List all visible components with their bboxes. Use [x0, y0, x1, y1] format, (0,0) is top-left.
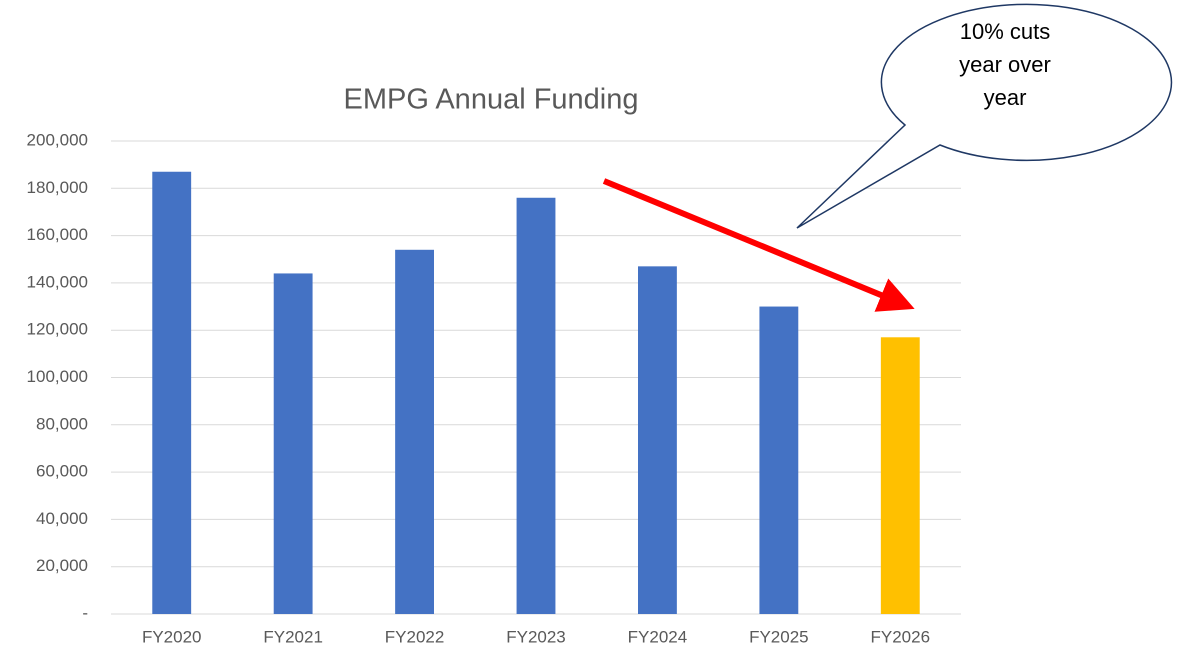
y-tick-label: 120,000 — [27, 320, 88, 339]
callout-text: year — [984, 85, 1027, 110]
trend-arrow — [602, 178, 915, 312]
bar — [880, 337, 920, 614]
y-tick-label: 140,000 — [27, 272, 88, 291]
y-tick-label: - — [82, 603, 88, 622]
y-tick-label: 100,000 — [27, 367, 88, 386]
bar — [516, 197, 556, 614]
chart-title: EMPG Annual Funding — [343, 84, 638, 116]
y-tick-label: 160,000 — [27, 225, 88, 244]
bar — [395, 249, 434, 615]
y-tick-label: 200,000 — [27, 130, 88, 149]
callout-text: year over — [959, 52, 1051, 77]
callout-bubble — [796, 3, 1173, 229]
bar — [759, 306, 799, 614]
plot-area: - 20,000 40,000 60,000 80,000 100,000 120,000 1… — [27, 130, 961, 646]
bar — [273, 273, 313, 614]
bar — [152, 171, 192, 614]
x-tick-label: FY2020 — [142, 627, 202, 646]
x-tick-label: FY2023 — [506, 627, 566, 646]
x-tick-label: FY2022 — [385, 627, 445, 646]
y-tick-label: 20,000 — [36, 556, 88, 575]
x-tick-label: FY2024 — [628, 627, 688, 646]
x-tick-label: FY2025 — [749, 627, 809, 646]
y-tick-label: 80,000 — [36, 414, 88, 433]
x-tick-label: FY2021 — [263, 627, 323, 646]
y-tick-label: 40,000 — [36, 509, 88, 528]
callout-text: 10% cuts — [960, 19, 1051, 44]
y-tick-label: 60,000 — [36, 462, 88, 481]
y-tick-label: 180,000 — [27, 178, 88, 197]
bar — [638, 266, 677, 614]
x-tick-label: FY2026 — [871, 627, 931, 646]
